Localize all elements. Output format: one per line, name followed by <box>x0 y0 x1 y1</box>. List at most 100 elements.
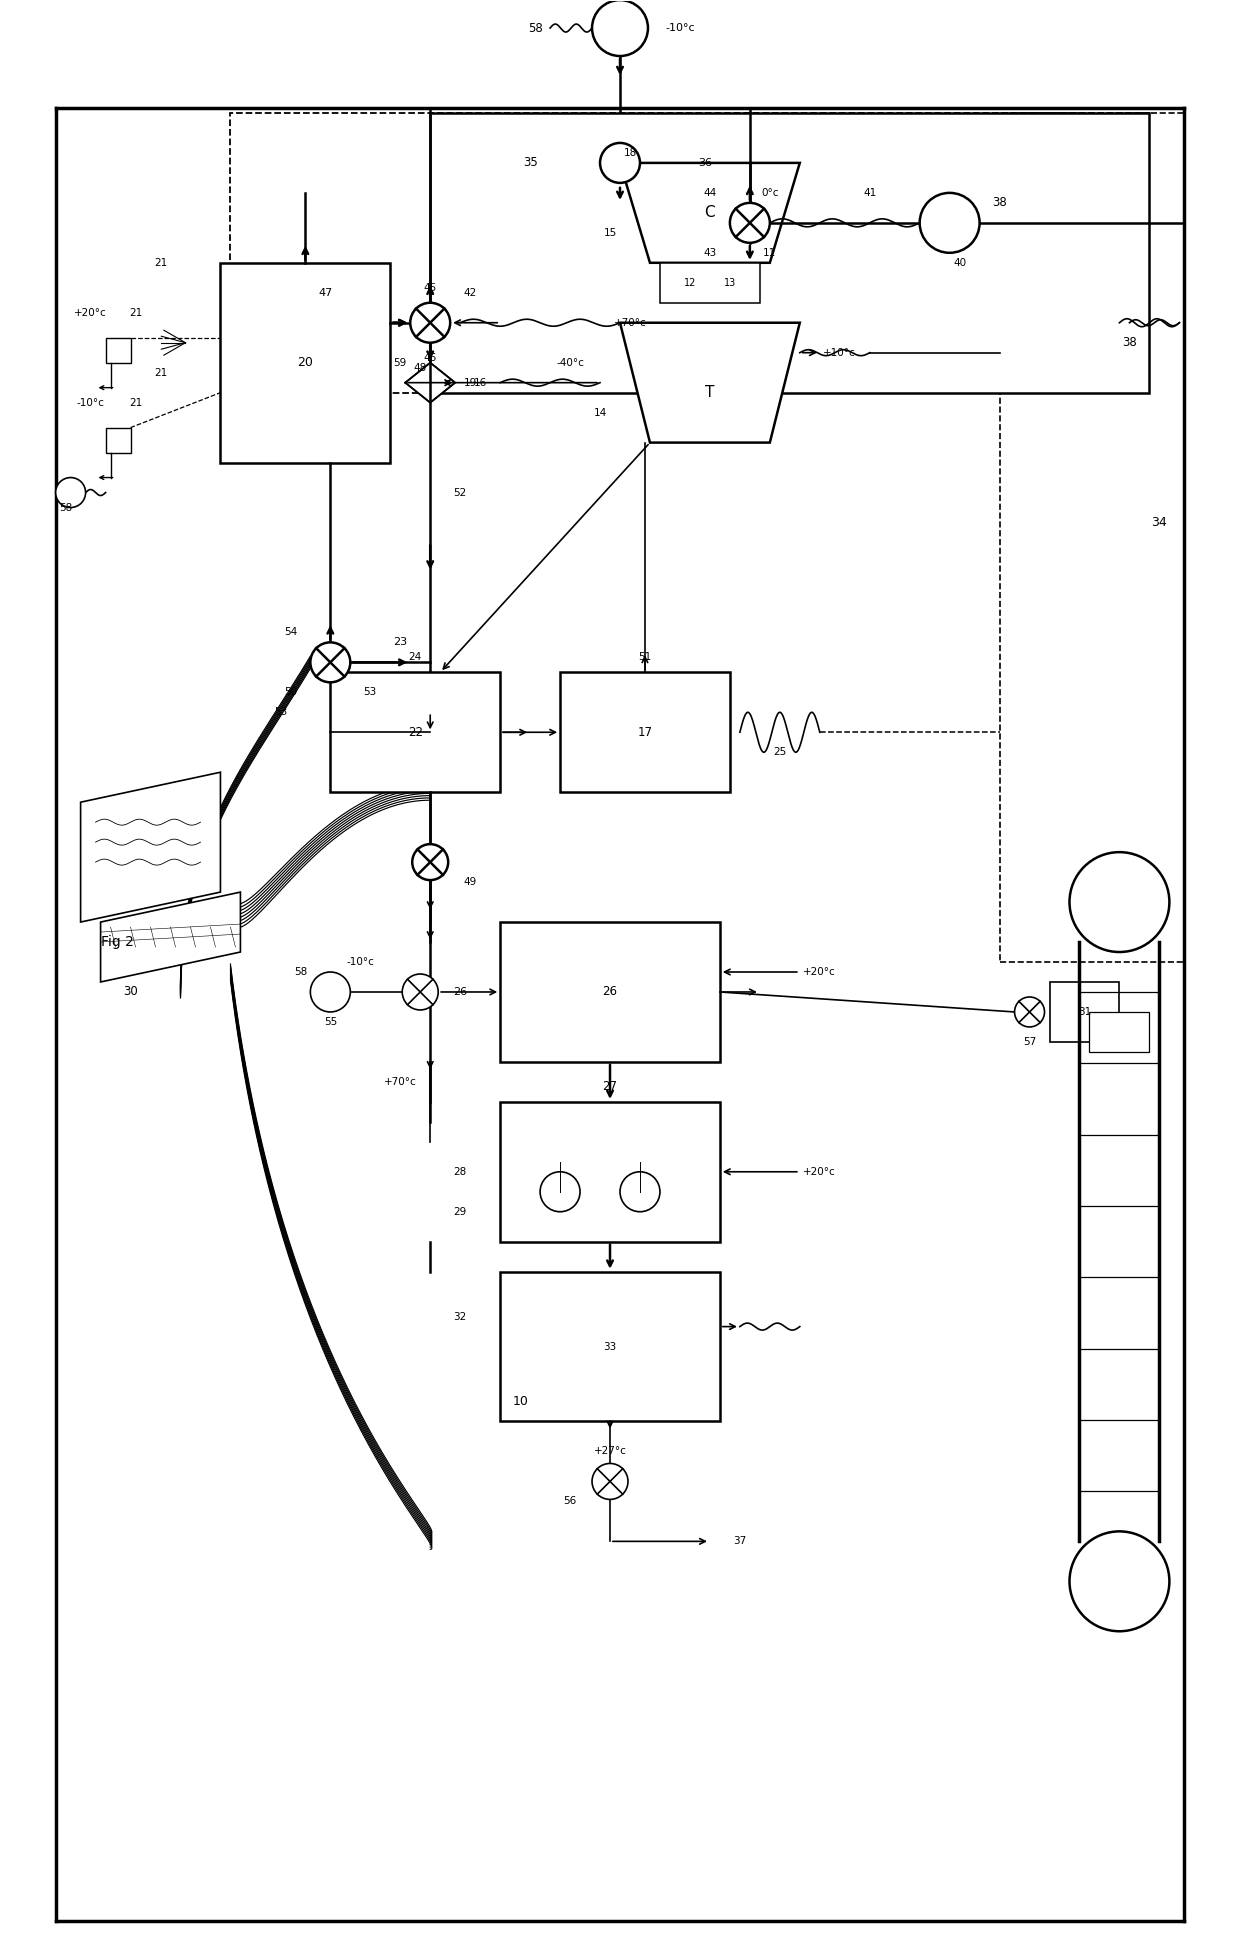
Text: 31: 31 <box>1078 1008 1091 1018</box>
Bar <box>330 672 500 792</box>
Text: +70°c: +70°c <box>614 318 646 328</box>
Text: 48: 48 <box>414 363 427 373</box>
Text: 0°c: 0°c <box>761 188 779 198</box>
Text: 36: 36 <box>698 157 712 167</box>
Text: 44: 44 <box>703 188 717 198</box>
Text: 27: 27 <box>603 1080 618 1093</box>
Circle shape <box>412 845 448 880</box>
Text: 26: 26 <box>603 985 618 998</box>
Text: 14: 14 <box>594 408 606 418</box>
Text: 56: 56 <box>563 1497 577 1507</box>
Circle shape <box>402 975 438 1010</box>
Circle shape <box>310 973 351 1012</box>
Polygon shape <box>81 773 221 922</box>
Text: 54: 54 <box>284 627 298 637</box>
Text: 35: 35 <box>523 157 537 169</box>
Text: +70°c: +70°c <box>384 1078 417 1088</box>
Text: 49: 49 <box>464 878 477 887</box>
Polygon shape <box>620 322 800 443</box>
Bar <box>221 262 391 462</box>
Text: 58: 58 <box>528 21 542 35</box>
Circle shape <box>591 0 649 56</box>
Text: 59: 59 <box>393 357 407 367</box>
Polygon shape <box>620 163 800 262</box>
Circle shape <box>1014 996 1044 1027</box>
Text: Fig 2: Fig 2 <box>100 934 134 950</box>
Text: 18: 18 <box>624 148 636 157</box>
Text: 46: 46 <box>424 353 436 363</box>
Text: C: C <box>704 206 715 219</box>
Text: -10°c: -10°c <box>77 398 104 408</box>
Text: 58: 58 <box>294 967 308 977</box>
Text: 50: 50 <box>284 687 296 697</box>
Bar <box>560 672 730 792</box>
Text: +10°c: +10°c <box>823 348 856 357</box>
Text: 21: 21 <box>154 367 167 377</box>
Text: 38: 38 <box>1122 336 1137 350</box>
Text: 34: 34 <box>1152 517 1167 528</box>
Text: 30: 30 <box>123 985 138 998</box>
Bar <box>430 113 1149 392</box>
Text: 24: 24 <box>409 653 422 662</box>
Text: 33: 33 <box>604 1342 616 1352</box>
Text: 28: 28 <box>454 1167 466 1177</box>
Circle shape <box>410 303 450 342</box>
Text: 12: 12 <box>683 278 696 287</box>
Circle shape <box>1069 853 1169 952</box>
Circle shape <box>310 643 351 682</box>
Text: 21: 21 <box>129 398 143 408</box>
Text: -40°c: -40°c <box>556 357 584 367</box>
Circle shape <box>56 478 86 507</box>
Text: 10: 10 <box>512 1394 528 1408</box>
Text: 41: 41 <box>863 188 877 198</box>
Text: 19: 19 <box>464 377 477 388</box>
Text: +27°c: +27°c <box>594 1447 626 1456</box>
Text: 13: 13 <box>724 278 737 287</box>
Text: 37: 37 <box>733 1536 746 1546</box>
Bar <box>1049 983 1120 1043</box>
Circle shape <box>541 1171 580 1212</box>
Polygon shape <box>100 891 241 983</box>
Circle shape <box>1069 1532 1169 1631</box>
Text: 58: 58 <box>60 503 72 513</box>
Text: 55: 55 <box>324 1018 337 1027</box>
Text: -10°c: -10°c <box>346 957 374 967</box>
Text: 23: 23 <box>393 637 407 647</box>
Circle shape <box>920 192 980 252</box>
Bar <box>999 113 1184 961</box>
Text: 26: 26 <box>453 987 467 996</box>
Text: +20°c: +20°c <box>804 1167 836 1177</box>
Text: 21: 21 <box>129 307 143 318</box>
Text: 32: 32 <box>454 1311 466 1323</box>
Text: 11: 11 <box>763 249 776 258</box>
Text: 22: 22 <box>408 726 423 738</box>
Text: 17: 17 <box>637 726 652 738</box>
Bar <box>500 1101 720 1241</box>
Text: 52: 52 <box>454 487 466 497</box>
Text: T: T <box>706 385 714 400</box>
Text: +20°c: +20°c <box>804 967 836 977</box>
Text: 42: 42 <box>464 287 477 297</box>
Text: 21: 21 <box>154 258 167 268</box>
Text: 45: 45 <box>424 284 436 293</box>
Polygon shape <box>405 363 455 402</box>
Circle shape <box>600 144 640 183</box>
Text: -10°c: -10°c <box>665 23 694 33</box>
Text: 57: 57 <box>1023 1037 1037 1047</box>
Text: 43: 43 <box>703 249 717 258</box>
Text: +20°c: +20°c <box>74 307 107 318</box>
Text: 53: 53 <box>274 707 286 717</box>
Text: 20: 20 <box>298 355 314 369</box>
Bar <box>105 427 130 452</box>
Text: 47: 47 <box>319 287 332 297</box>
Text: 53: 53 <box>363 687 377 697</box>
Text: 38: 38 <box>992 196 1007 210</box>
Text: 29: 29 <box>454 1206 466 1218</box>
Circle shape <box>620 1171 660 1212</box>
Bar <box>500 922 720 1062</box>
Circle shape <box>591 1464 627 1499</box>
Bar <box>105 338 130 363</box>
Circle shape <box>730 202 770 243</box>
Bar <box>231 113 1149 392</box>
Bar <box>1090 1012 1149 1053</box>
